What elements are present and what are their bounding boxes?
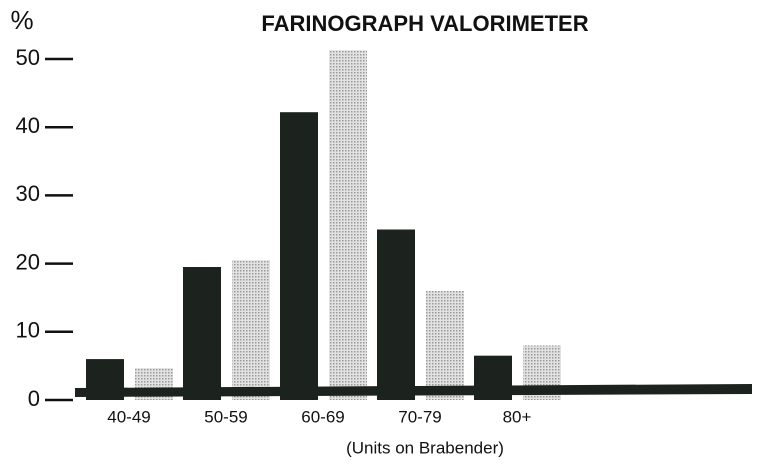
y-tick-label: 20: [16, 249, 40, 274]
baseline: [75, 384, 752, 397]
x-tick-label: 60-69: [301, 407, 344, 426]
y-tick-label: 40: [16, 113, 40, 138]
bar: [377, 229, 415, 400]
chart-title: FARINOGRAPH VALORIMETER: [261, 11, 588, 36]
x-tick-label: 50-59: [204, 407, 247, 426]
bar: [280, 112, 318, 401]
x-tick-label: 70-79: [398, 407, 441, 426]
y-tick-label: 30: [16, 181, 40, 206]
bar: [232, 260, 270, 400]
bar: [426, 290, 464, 400]
x-tick-label: 40-49: [107, 407, 150, 426]
bars: [86, 50, 561, 401]
bar: [183, 267, 221, 400]
bar: [329, 50, 367, 400]
y-tick-label: 0: [28, 386, 40, 411]
y-axis-label: %: [10, 5, 33, 35]
x-tick-label: 80+: [503, 407, 532, 426]
x-axis-label: (Units on Brabender): [346, 438, 504, 457]
y-tick-label: 50: [16, 45, 40, 70]
y-tick-label: 10: [16, 318, 40, 343]
